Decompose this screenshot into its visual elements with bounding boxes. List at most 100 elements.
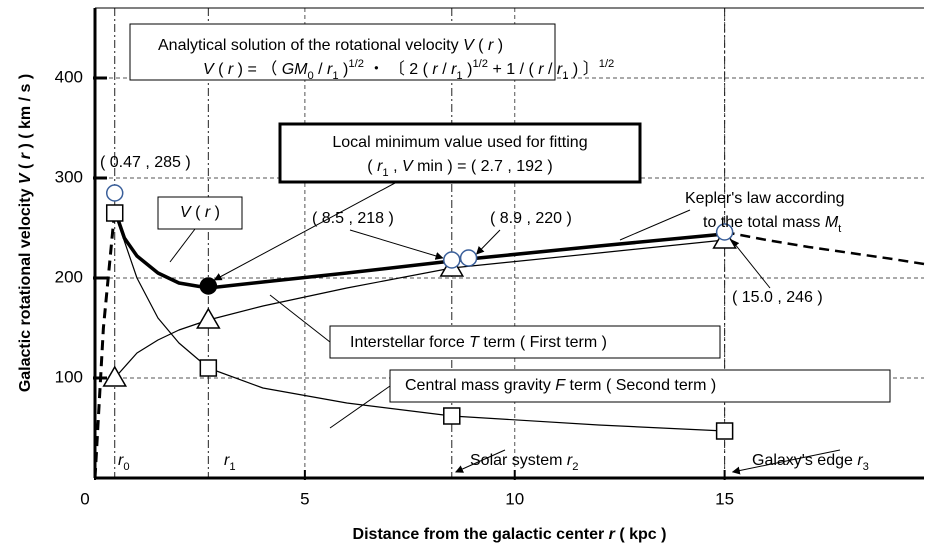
text-run: ・ 〔 2 ( bbox=[364, 60, 432, 78]
leader-line bbox=[329, 385, 391, 429]
text-run: ( kpc ) bbox=[615, 526, 667, 543]
annotation-text: ( 8.9 , 220 ) bbox=[490, 210, 572, 227]
text-run: t bbox=[838, 223, 842, 235]
square-marker bbox=[715, 422, 734, 440]
text-run: Local minimum value used for fitting bbox=[332, 134, 587, 151]
leader-line bbox=[731, 239, 771, 289]
triangle-marker bbox=[102, 365, 128, 387]
dot-marker bbox=[199, 277, 218, 295]
text-run: r bbox=[857, 452, 863, 469]
y-tick-label: 100 bbox=[55, 367, 83, 386]
text-run: Galactic rotational velocity bbox=[17, 184, 34, 392]
annotation-text: ( r1 , V min ) = ( 2.7 , 192 ) bbox=[367, 158, 552, 179]
annotation-text: Local minimum value used for fitting bbox=[332, 134, 587, 151]
text-run: ) bbox=[210, 204, 220, 221]
leader-line bbox=[731, 449, 841, 475]
text-run: ( bbox=[214, 61, 228, 78]
text-run: Interstellar force bbox=[350, 334, 469, 351]
text-run: r bbox=[432, 61, 438, 78]
text-run: ( bbox=[17, 159, 34, 173]
text-run: ) 〕 bbox=[568, 60, 598, 78]
circle-marker bbox=[105, 184, 124, 202]
line-series bbox=[113, 209, 725, 290]
text-run: r bbox=[377, 158, 383, 175]
annotation-box bbox=[389, 369, 891, 403]
annotation-text: V ( r ) bbox=[180, 204, 220, 221]
annotation-text: Analytical solution of the rotational ve… bbox=[158, 37, 503, 54]
text-run: ( 15.0 , 246 ) bbox=[732, 289, 823, 306]
text-run: r bbox=[17, 152, 34, 159]
text-run: ) bbox=[463, 61, 473, 78]
square-marker bbox=[105, 204, 124, 222]
text-run: r bbox=[538, 61, 544, 78]
text-run: to the total mass bbox=[703, 214, 825, 231]
text-run: 1/2 bbox=[472, 58, 488, 70]
annotation-box bbox=[278, 122, 642, 184]
circle-marker bbox=[443, 251, 461, 269]
text-run: Central mass gravity bbox=[405, 377, 555, 394]
triangle-marker bbox=[196, 307, 221, 329]
text-run: ) bbox=[339, 61, 349, 78]
text-run: V bbox=[463, 37, 475, 54]
text-run: / bbox=[544, 61, 557, 78]
text-run: / bbox=[314, 61, 327, 78]
text-run: r bbox=[488, 37, 494, 54]
annotation-text: ( 15.0 , 246 ) bbox=[732, 289, 823, 306]
text-run: Galaxy's edge bbox=[752, 452, 857, 469]
text-run: r bbox=[609, 526, 616, 543]
text-run: M bbox=[825, 214, 839, 231]
annotation-text: Solar system r2 bbox=[470, 452, 578, 473]
text-run: / bbox=[438, 61, 451, 78]
line-series bbox=[114, 212, 725, 432]
text-run: ) = （ bbox=[233, 60, 281, 78]
leader-line bbox=[349, 229, 444, 260]
text-run: 0 bbox=[307, 70, 313, 82]
text-run: 1 bbox=[562, 70, 568, 82]
leader-line bbox=[455, 449, 506, 473]
text-run: r bbox=[224, 452, 230, 469]
text-run: ( bbox=[191, 204, 205, 221]
line-series bbox=[93, 209, 117, 479]
text-run: Kepler's law according bbox=[685, 190, 845, 207]
y-axis-title: Galactic rotational velocity V ( r ) ( k… bbox=[17, 74, 34, 392]
leader-line bbox=[213, 182, 396, 281]
circle-marker bbox=[715, 223, 734, 241]
x-tick-label: 15 bbox=[715, 489, 734, 508]
text-run: 1 bbox=[332, 70, 338, 82]
text-run: ( 8.9 , 220 ) bbox=[490, 210, 572, 227]
text-run: V bbox=[203, 61, 215, 78]
square-marker bbox=[199, 359, 218, 377]
square-marker bbox=[443, 407, 461, 425]
y-tick-label: 200 bbox=[55, 267, 83, 286]
text-run: + 1 / ( bbox=[488, 61, 538, 78]
text-run: V bbox=[17, 172, 34, 184]
annotation-text: ( 8.5 , 218 ) bbox=[312, 210, 394, 227]
text-run: r bbox=[205, 204, 211, 221]
leader-line bbox=[619, 209, 691, 241]
text-run: GM bbox=[282, 61, 308, 78]
text-run: r bbox=[327, 61, 333, 78]
leader-line bbox=[269, 294, 331, 343]
annotation-box bbox=[157, 196, 243, 230]
y-tick-label: 400 bbox=[55, 67, 83, 86]
text-run: 2 bbox=[572, 461, 578, 473]
annotation-text: Interstellar force T term ( First term ) bbox=[350, 334, 607, 351]
text-run: V bbox=[402, 158, 414, 175]
annotation-text: V ( r ) = （ GM0 / r1 )1/2 ・ 〔 2 ( r / r1… bbox=[203, 58, 614, 82]
line-series bbox=[114, 239, 725, 379]
text-run: term ( First term ) bbox=[479, 334, 607, 351]
text-run: r bbox=[557, 61, 563, 78]
text-run: 1/2 bbox=[348, 58, 364, 70]
text-run: 1/2 bbox=[599, 58, 615, 70]
y-tick-label: 300 bbox=[55, 167, 83, 186]
text-run: min ) = ( 2.7 , 192 ) bbox=[413, 158, 553, 175]
text-run: ( bbox=[474, 37, 488, 54]
x-axis-title: Distance from the galactic center r ( kp… bbox=[353, 526, 667, 543]
text-run: 1 bbox=[456, 70, 462, 82]
line-series bbox=[724, 230, 925, 266]
annotation-text: r1 bbox=[224, 452, 236, 473]
annotation-box bbox=[329, 325, 721, 359]
text-run: 0 bbox=[123, 461, 129, 473]
text-run: r bbox=[118, 452, 124, 469]
text-run: , bbox=[389, 158, 402, 175]
